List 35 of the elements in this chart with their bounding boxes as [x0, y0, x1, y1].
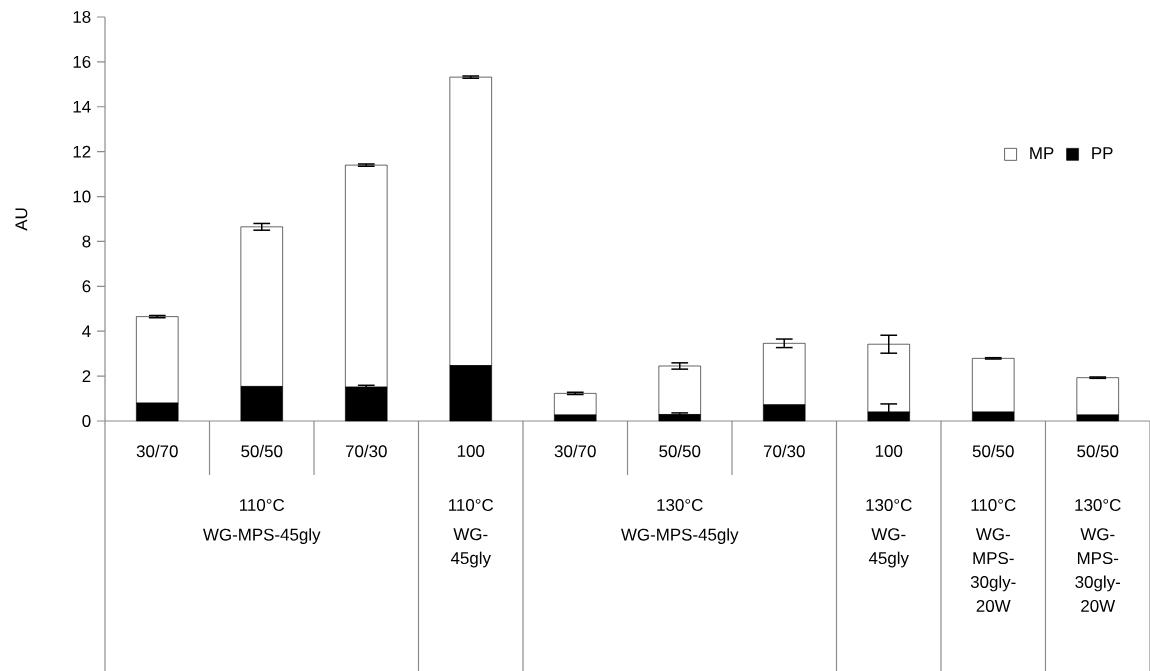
y-tick-label: 2	[82, 370, 91, 383]
y-tick-label: 10	[73, 190, 91, 203]
text: 130°C	[1075, 498, 1121, 511]
text: 110°C	[449, 498, 494, 511]
legend-label: MP	[1030, 147, 1054, 159]
y-tick-label: 4	[82, 325, 91, 338]
x-tick-label: 70/30	[763, 444, 805, 458]
x-tick-label: 100	[875, 444, 903, 457]
text: 130°C	[866, 498, 912, 511]
y-tick-label: 16	[73, 55, 91, 68]
text: WG-MPS-45gly	[203, 528, 321, 544]
y-axis-title: AU	[15, 208, 28, 231]
text: WG-MPS-45gly	[621, 528, 739, 544]
text: WG-45gly	[450, 528, 491, 568]
x-tick-label: 50/50	[241, 444, 283, 458]
x-tick-label: 70/30	[345, 444, 387, 458]
y-tick-label: 14	[73, 100, 91, 113]
x-tick-label: 30/70	[554, 444, 596, 458]
y-tick-label: 8	[82, 235, 91, 248]
text: WG-MPS-30gly-20W	[1075, 528, 1121, 612]
text: 130°C	[657, 498, 703, 511]
y-tick-label: 12	[73, 145, 91, 158]
text: 110°C	[240, 498, 285, 511]
legend-label: PP	[1092, 147, 1113, 159]
x-tick-label: 50/50	[659, 444, 701, 458]
y-tick-label: 18	[73, 10, 91, 23]
y-tick-label: 6	[82, 280, 91, 293]
text: 110°C	[971, 498, 1016, 511]
x-tick-label: 30/70	[136, 444, 178, 458]
text: WG-45gly	[868, 528, 909, 568]
x-tick-label: 100	[457, 444, 485, 457]
text: WG-MPS-30gly-20W	[970, 528, 1016, 612]
x-tick-label: 50/50	[972, 444, 1014, 458]
x-tick-label: 50/50	[1077, 444, 1119, 458]
y-tick-label: 0	[82, 414, 91, 427]
